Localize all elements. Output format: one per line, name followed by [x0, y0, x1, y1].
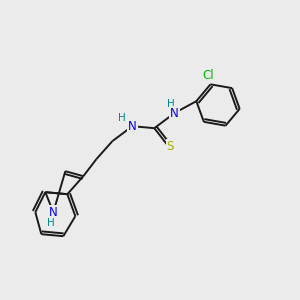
Text: N: N [128, 120, 137, 133]
Text: Cl: Cl [203, 69, 214, 82]
Text: N: N [49, 206, 58, 219]
Text: H: H [118, 113, 126, 123]
Text: H: H [167, 99, 175, 109]
Text: S: S [167, 140, 174, 153]
Text: N: N [170, 107, 179, 120]
Text: H: H [47, 218, 55, 228]
